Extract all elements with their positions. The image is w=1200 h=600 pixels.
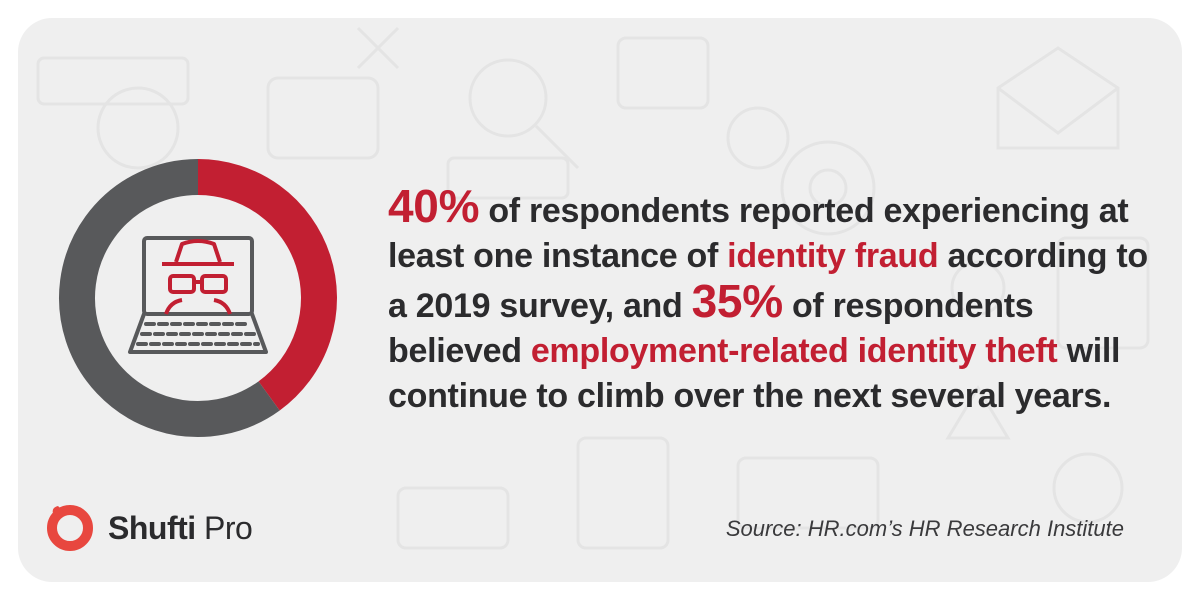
statement-part-4: will continue to climb over the next sev…: [388, 332, 1121, 415]
source-citation: Source: HR.com’s HR Research Institute: [725, 516, 1124, 541]
statement-part-1: of respondents reported experiencing at …: [388, 192, 1129, 275]
stat-35-percent: 35%: [691, 275, 783, 327]
infographic-card: 40% of respondents reported experiencing…: [18, 18, 1182, 582]
brand-name-bold: Shufti: [108, 509, 196, 546]
donut-slice-0: [197, 159, 337, 411]
statistic-statement: 40% of respondents reported experiencing…: [388, 183, 1168, 419]
statement-part-2: according to a 2019 survey, and: [388, 237, 1148, 325]
brand-name: Shufti Pro: [108, 509, 253, 547]
hacker-figure: [162, 239, 234, 315]
hacker-laptop-icon: [128, 236, 268, 354]
brand-name-light: Pro: [195, 509, 253, 546]
donut-slice-1: [59, 159, 280, 437]
shufti-pro-logo: Shufti Pro: [44, 500, 253, 556]
shufti-pro-logo-icon: [47, 505, 93, 551]
highlight-employment-identity-theft: employment-related identity theft: [530, 332, 1058, 370]
statement-part-3: of respondents believed: [388, 287, 1034, 370]
highlight-identity-fraud: identity fraud: [727, 237, 939, 275]
donut-slices: [59, 159, 337, 437]
background-pattern: [36, 26, 1150, 550]
donut-chart: [58, 158, 338, 438]
stat-40-percent: 40%: [388, 180, 480, 232]
